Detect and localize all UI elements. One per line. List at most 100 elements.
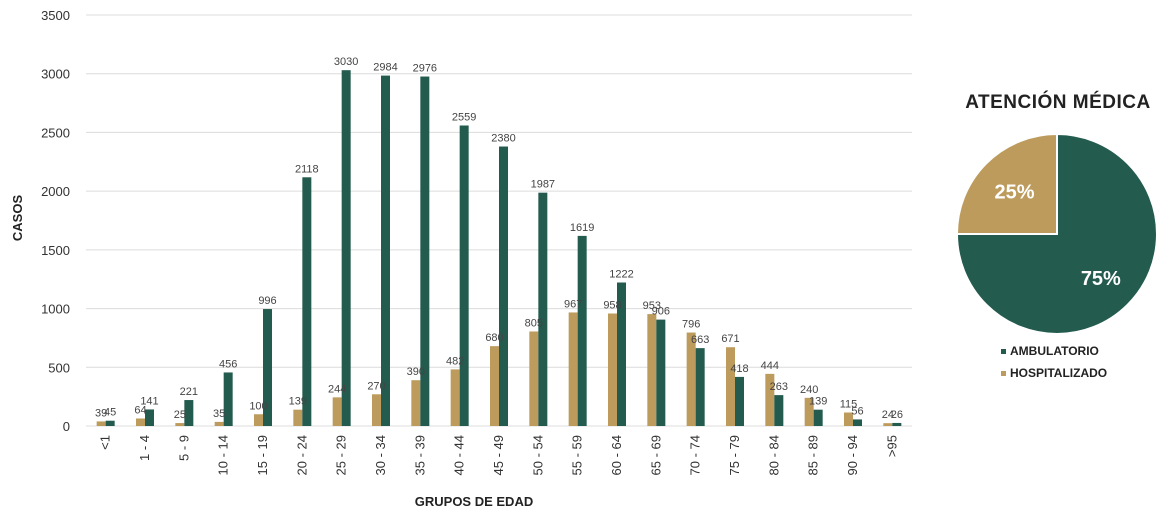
- bar-ambulatorio: [577, 235, 587, 426]
- bars: [96, 70, 902, 427]
- data-label-hospitalizado: 24: [882, 409, 894, 421]
- bar-hospitalizado: [293, 409, 303, 426]
- data-label-hospitalizado: 796: [682, 319, 700, 331]
- y-tick-label: 1500: [41, 243, 70, 258]
- y-axis-title: CASOS: [10, 195, 25, 242]
- bar-ambulatorio: [695, 348, 705, 426]
- data-label-hospitalizado: 64: [134, 404, 146, 416]
- x-tick-label: 30 - 34: [373, 435, 388, 475]
- y-tick-label: 2000: [41, 184, 70, 199]
- data-label-hospitalizado: 444: [761, 360, 779, 372]
- bar-ambulatorio: [223, 372, 233, 426]
- x-axis-title: GRUPOS DE EDAD: [415, 494, 533, 509]
- data-label-hospitalizado: 680: [485, 332, 503, 344]
- data-label-ambulatorio: 2380: [491, 133, 515, 145]
- bar-ambulatorio: [774, 395, 784, 426]
- bar-ambulatorio: [853, 419, 862, 426]
- data-label-ambulatorio: 221: [180, 386, 198, 398]
- x-tick-label: 15 - 19: [255, 435, 270, 475]
- data-label-ambulatorio: 141: [140, 395, 158, 407]
- bar-hospitalizado: [332, 397, 342, 426]
- pie-chart: 75% 25%: [955, 132, 1158, 335]
- bar-hospitalizado: [372, 394, 381, 426]
- x-tick-label: 45 - 49: [491, 435, 506, 475]
- bar-hospitalizado: [647, 314, 657, 426]
- bar-ambulatorio: [813, 409, 823, 426]
- bar-ambulatorio: [145, 409, 154, 426]
- data-label-hospitalizado: 805: [525, 317, 543, 329]
- legend-swatch: [1001, 371, 1006, 376]
- bar-ambulatorio: [302, 177, 312, 426]
- data-label-ambulatorio: 906: [652, 306, 670, 318]
- bar-hospitalizado: [568, 312, 578, 426]
- bar-ambulatorio: [617, 282, 626, 426]
- pie-slice-label: 25%: [995, 182, 1035, 204]
- x-tick-label: 90 - 94: [845, 435, 860, 475]
- y-axis-ticks: 0 500 1000 1500 2000 2500 3000 3500: [41, 8, 70, 434]
- y-tick-label: 3500: [41, 8, 70, 23]
- legend-label: AMBULATORIO: [1010, 344, 1099, 358]
- data-label-hospitalizado: 671: [721, 333, 739, 345]
- x-tick-label: 65 - 69: [648, 435, 663, 475]
- data-label-hospitalizado: 244: [328, 383, 346, 395]
- x-tick-label: 10 - 14: [216, 435, 231, 475]
- pie-slice-label: 75%: [1081, 268, 1121, 290]
- data-label-ambulatorio: 26: [891, 409, 903, 421]
- bar-hospitalizado: [726, 347, 735, 426]
- bar-ambulatorio: [735, 376, 744, 426]
- data-label-hospitalizado: 270: [367, 380, 385, 392]
- y-tick-label: 1000: [41, 302, 70, 317]
- data-label-ambulatorio: 996: [258, 295, 276, 307]
- bar-hospitalizado: [490, 346, 499, 426]
- x-tick-label: 70 - 74: [688, 435, 703, 475]
- x-tick-label: 5 - 9: [176, 435, 191, 461]
- data-label-hospitalizado: 25: [174, 409, 186, 421]
- data-label-hospitalizado: 482: [446, 355, 464, 367]
- bar-ambulatorio: [381, 75, 390, 426]
- data-label-ambulatorio: 2559: [452, 112, 476, 124]
- bar-ambulatorio: [105, 420, 115, 426]
- bar-ambulatorio: [656, 319, 666, 426]
- data-label-hospitalizado: 953: [643, 300, 661, 312]
- y-tick-label: 500: [48, 360, 70, 375]
- data-label-hospitalizado: 958: [603, 300, 621, 312]
- data-label-ambulatorio: 45: [104, 407, 116, 419]
- pie-legend: AMBULATORIO HOSPITALIZADO: [1001, 344, 1107, 380]
- bar-hospitalizado: [765, 373, 775, 426]
- data-label-hospitalizado: 100: [249, 400, 267, 412]
- data-label-ambulatorio: 456: [219, 358, 237, 370]
- x-tick-label: 80 - 84: [766, 435, 781, 475]
- bar-hospitalizado: [214, 421, 224, 426]
- data-label-ambulatorio: 2118: [295, 163, 319, 175]
- bar-hospitalizado: [608, 313, 617, 426]
- bar-hospitalizado: [804, 397, 814, 426]
- bar-hospitalizado: [844, 412, 853, 426]
- x-tick-label: 35 - 39: [412, 435, 427, 475]
- legend-label: HOSPITALIZADO: [1010, 366, 1107, 380]
- y-tick-label: 3000: [41, 67, 70, 82]
- y-tick-label: 2500: [41, 125, 70, 140]
- data-label-hospitalizado: 390: [407, 366, 425, 378]
- bar-hospitalizado: [686, 332, 696, 426]
- data-label-ambulatorio: 56: [851, 405, 863, 417]
- y-tick-label: 0: [63, 419, 70, 434]
- data-label-hospitalizado: 240: [800, 384, 818, 396]
- data-label-ambulatorio: 2976: [413, 63, 437, 75]
- data-label-ambulatorio: 1222: [609, 269, 633, 281]
- x-tick-label: 25 - 29: [334, 435, 349, 475]
- bar-ambulatorio: [892, 422, 902, 426]
- bar-ambulatorio: [499, 146, 508, 426]
- data-label-ambulatorio: 663: [691, 334, 709, 346]
- x-tick-label: <1: [98, 435, 113, 450]
- bar-ambulatorio: [341, 70, 351, 426]
- bar-hospitalizado: [136, 418, 145, 426]
- data-label-hospitalizado: 139: [289, 396, 307, 408]
- data-label-ambulatorio: 3030: [334, 56, 358, 68]
- x-tick-label: 85 - 89: [806, 435, 821, 475]
- pie-title: ATENCIÓN MÉDICA: [965, 91, 1151, 113]
- data-label-ambulatorio: 1619: [570, 222, 594, 234]
- x-tick-label: 40 - 44: [452, 435, 467, 475]
- data-label-ambulatorio: 418: [730, 363, 748, 375]
- data-label-ambulatorio: 139: [809, 396, 827, 408]
- bar-hospitalizado: [450, 369, 460, 426]
